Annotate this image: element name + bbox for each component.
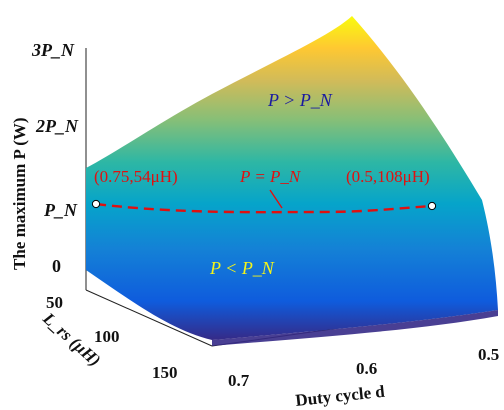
curve-line: [95, 202, 433, 214]
region-label-below: P < P_N: [209, 258, 275, 278]
z-tick-label: 3P_N: [31, 40, 75, 60]
surface-top: [86, 16, 498, 340]
equal-power-curve: P = P_N (0.75,54μH) (0.5,108μH): [91, 167, 437, 214]
z-ticks: 3P_N 2P_N P_N 0: [31, 40, 79, 276]
y-tick-label: 150: [152, 363, 178, 382]
x-axis-label: Duty cycle d: [294, 382, 386, 410]
curve-label-arrow: [269, 189, 283, 209]
z-tick-label: 0: [52, 256, 61, 276]
z-tick-label: P_N: [43, 200, 78, 220]
surface: [86, 16, 498, 346]
curve-point-start: [91, 199, 101, 209]
y-tick-label: 50: [46, 293, 63, 312]
curve-label: P = P_N: [239, 167, 302, 186]
z-tick-label: 2P_N: [35, 116, 79, 136]
curve-point-end: [427, 201, 437, 211]
surface-side-front: [212, 310, 498, 346]
x-tick-label: 0.6: [356, 359, 377, 378]
y-ticks: 50 100 150: [46, 293, 178, 382]
curve-point-end-label: (0.5,108μH): [346, 167, 430, 186]
region-label-above: P > P_N: [267, 90, 333, 110]
curve-point-start-label: (0.75,54μH): [94, 167, 178, 186]
y-axis-line: [85, 289, 213, 347]
y-tick-label: 100: [94, 327, 120, 346]
x-tick-label: 0.7: [228, 371, 250, 390]
z-axis-label: The maximum P (W): [10, 117, 29, 270]
x-ticks: 0.7 0.6 0.5: [228, 345, 499, 390]
x-tick-label: 0.5: [478, 345, 499, 364]
